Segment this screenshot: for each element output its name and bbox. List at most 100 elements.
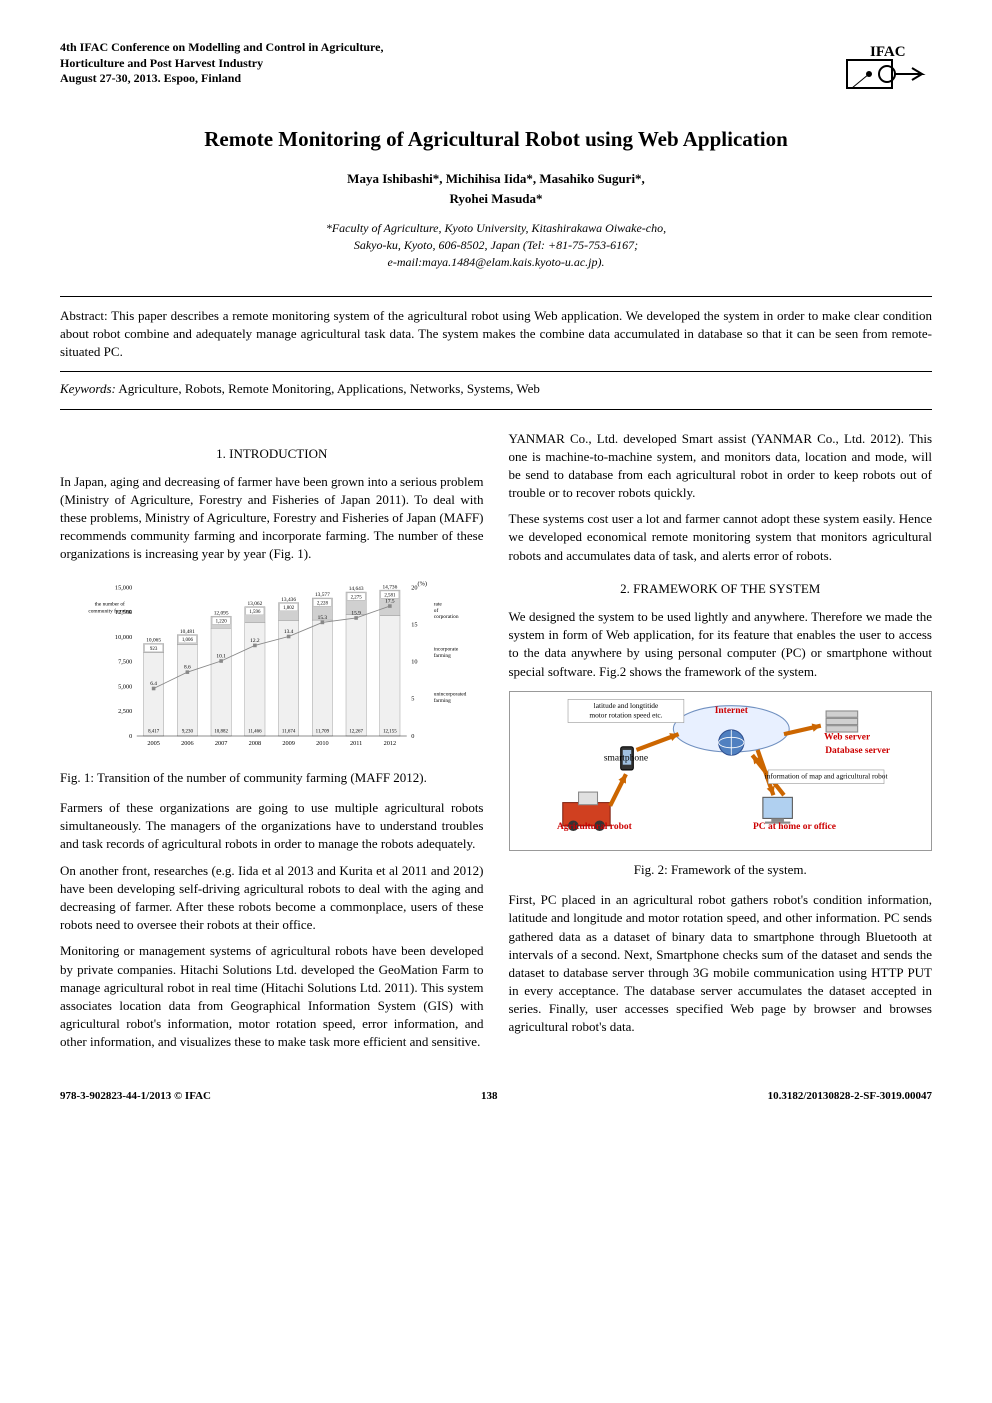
paragraph: YANMAR Co., Ltd. developed Smart assist … [509,430,933,503]
svg-text:information of map and agricul: information of map and agricultural robo… [764,771,887,780]
svg-text:10.1: 10.1 [216,653,226,659]
svg-text:smartphone: smartphone [603,753,647,763]
paragraph: Farmers of these organizations are going… [60,799,484,854]
svg-text:Internet: Internet [714,706,748,716]
left-column: 1. INTRODUCTION In Japan, aging and decr… [60,430,484,1060]
svg-text:12,095: 12,095 [214,610,229,616]
svg-text:farming: farming [434,696,451,703]
svg-text:10,882: 10,882 [214,729,228,734]
svg-text:15.9: 15.9 [351,610,361,616]
svg-text:14,643: 14,643 [349,586,364,592]
svg-text:13,062: 13,062 [247,601,262,607]
footer-right: 10.3182/20130828-2-SF-3019.00047 [768,1089,932,1104]
svg-text:5: 5 [411,695,414,702]
svg-text:8,417: 8,417 [148,729,160,734]
page-header: 4th IFAC Conference on Modelling and Con… [60,40,932,95]
svg-text:2012: 2012 [384,740,397,747]
svg-text:1,596: 1,596 [249,610,261,615]
svg-text:11,674: 11,674 [282,729,296,734]
fig2-caption: Fig. 2: Framework of the system. [509,861,933,879]
svg-text:10,481: 10,481 [180,629,195,635]
conf-line: 4th IFAC Conference on Modelling and Con… [60,40,383,56]
svg-text:2009: 2009 [282,740,295,747]
fig2-diagram: Agricultural robotsmartphoneInternetWeb … [509,691,933,851]
svg-text:the number of: the number of [95,600,125,607]
page-footer: 978-3-902823-44-1/2013 © IFAC 138 10.318… [60,1089,932,1104]
svg-text:incorporate: incorporate [434,646,459,652]
svg-text:1,220: 1,220 [216,619,228,624]
paragraph: We designed the system to be used lightl… [509,608,933,681]
svg-text:11,709: 11,709 [316,729,330,734]
svg-text:farming: farming [434,651,451,658]
section-heading: 2. FRAMEWORK OF THE SYSTEM [509,580,933,598]
paper-title: Remote Monitoring of Agricultural Robot … [60,125,932,154]
paragraph: First, PC placed in an agricultural robo… [509,891,933,1037]
authors-line: Maya Ishibashi*, Michihisa Iida*, Masahi… [60,169,932,189]
affiliation-line: *Faculty of Agriculture, Kyoto Universit… [60,220,932,237]
svg-text:11,466: 11,466 [248,729,262,734]
svg-text:0: 0 [129,732,132,739]
svg-text:unincorporated: unincorporated [434,691,467,697]
right-column: YANMAR Co., Ltd. developed Smart assist … [509,430,933,1060]
affiliation: *Faculty of Agriculture, Kyoto Universit… [60,220,932,270]
affiliation-line: e-mail:maya.1484@elam.kais.kyoto-u.ac.jp… [60,254,932,271]
svg-text:2005: 2005 [147,740,160,747]
svg-text:7,500: 7,500 [118,658,132,665]
svg-text:motor rotation speed etc.: motor rotation speed etc. [589,710,662,719]
svg-text:10: 10 [411,658,417,665]
svg-text:2,500: 2,500 [118,708,132,715]
authors: Maya Ishibashi*, Michihisa Iida*, Masahi… [60,169,932,208]
paragraph: Monitoring or management systems of agri… [60,942,484,1051]
fig1-chart: 02,5005,0007,50010,00012,50015,000051015… [60,574,484,754]
svg-text:2,275: 2,275 [351,595,363,600]
abstract-block: Abstract: This paper describes a remote … [60,296,932,373]
svg-text:PC at home or office: PC at home or office [753,822,836,832]
svg-text:13,577: 13,577 [315,592,330,598]
svg-text:20: 20 [411,584,417,591]
svg-text:2,228: 2,228 [317,601,329,606]
svg-text:9,230: 9,230 [182,729,194,734]
authors-line: Ryohei Masuda* [60,189,932,209]
svg-text:17.5: 17.5 [385,598,395,604]
svg-text:of: of [434,606,439,613]
svg-text:2010: 2010 [316,740,329,747]
svg-text:12,267: 12,267 [349,729,363,734]
svg-text:14,736: 14,736 [382,584,397,590]
svg-text:10,065: 10,065 [146,637,161,643]
keywords-block: Keywords: Agriculture, Robots, Remote Mo… [60,380,932,409]
svg-text:0: 0 [411,732,414,739]
footer-left: 978-3-902823-44-1/2013 © IFAC [60,1089,211,1104]
svg-text:(%): (%) [418,580,427,587]
svg-text:13,436: 13,436 [281,596,296,602]
svg-text:2007: 2007 [215,740,228,747]
svg-text:12.2: 12.2 [250,637,260,643]
affiliation-line: Sakyo-ku, Kyoto, 606-8502, Japan (Tel: +… [60,237,932,254]
conference-info: 4th IFAC Conference on Modelling and Con… [60,40,383,87]
section-heading: 1. INTRODUCTION [60,445,484,463]
two-column-body: 1. INTRODUCTION In Japan, aging and decr… [60,430,932,1060]
footer-center: 138 [481,1089,498,1104]
conf-line: Horticulture and Post Harvest Industry [60,56,383,72]
svg-text:5,000: 5,000 [118,683,132,690]
paragraph: On another front, researches (e.g. Iida … [60,862,484,935]
svg-text:Database server: Database server [825,746,890,756]
svg-text:8.6: 8.6 [184,664,191,670]
svg-text:1,802: 1,802 [283,606,295,611]
svg-text:1,006: 1,006 [182,638,194,643]
svg-text:6.4: 6.4 [150,681,157,687]
svg-text:community farming: community farming [88,607,131,614]
svg-text:latitude and longtitide: latitude and longtitide [593,701,658,710]
svg-text:15: 15 [411,621,417,628]
svg-text:corporation: corporation [434,614,459,620]
keywords-text: Agriculture, Robots, Remote Monitoring, … [116,381,540,396]
figure-1: 02,5005,0007,50010,00012,50015,000051015… [60,574,484,759]
ifac-logo: IFAC [842,40,932,95]
paragraph: In Japan, aging and decreasing of farmer… [60,473,484,564]
svg-text:2008: 2008 [249,740,262,747]
svg-text:2011: 2011 [350,740,362,747]
fig1-caption: Fig. 1: Transition of the number of comm… [60,769,484,787]
svg-text:Web server: Web server [824,732,870,742]
svg-text:923: 923 [150,646,158,651]
svg-text:2006: 2006 [181,740,194,747]
logo-text-svg: IFAC [870,44,906,60]
